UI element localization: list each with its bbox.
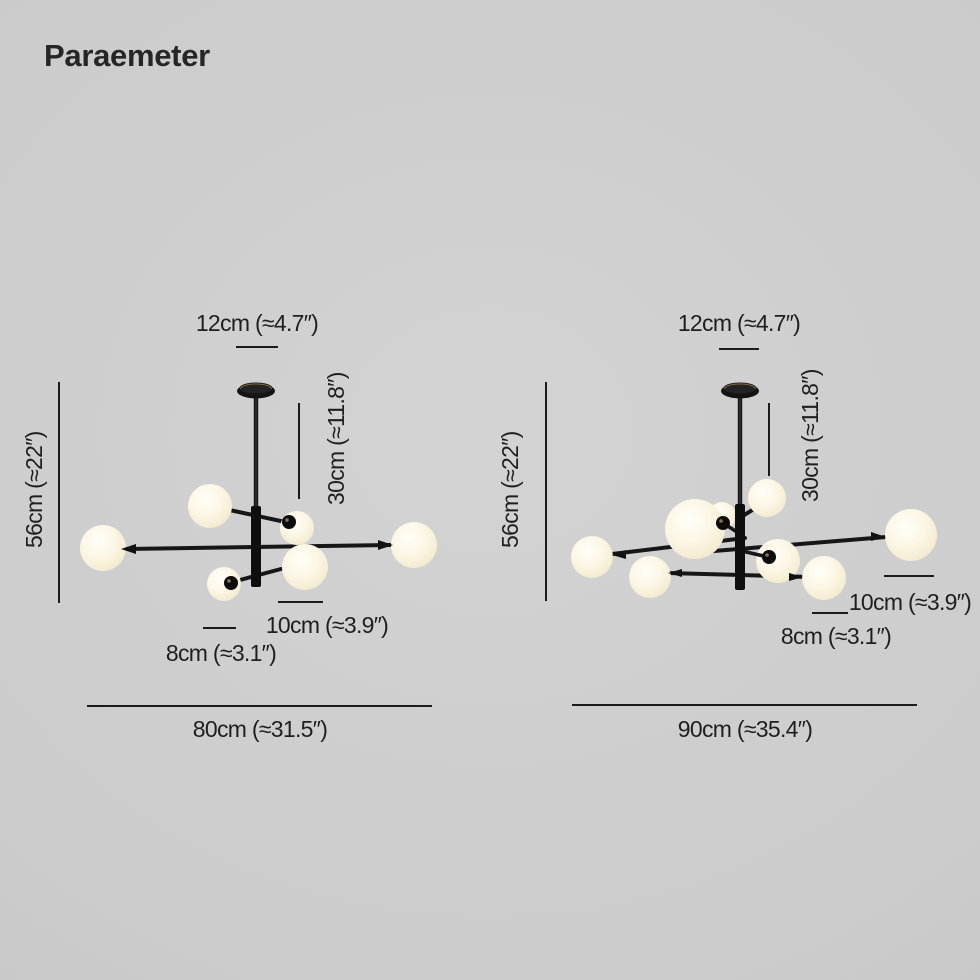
globe: [885, 509, 937, 561]
chandelier-6-light-illustration: [80, 382, 437, 601]
left-canopy-width-tick: [236, 346, 278, 348]
glass-globes: [571, 479, 937, 600]
globe: [188, 484, 232, 528]
cone-connectors: [612, 532, 886, 581]
right-rod-label: 30cm (≈11.8″): [796, 369, 823, 503]
left-width-label: 80cm (≈31.5″): [192, 716, 328, 742]
left-large-globe-tick: [278, 601, 323, 603]
right-height-label: 56cm (≈22″): [496, 431, 523, 549]
left-height-label: 56cm (≈22″): [20, 431, 47, 549]
globe: [748, 479, 786, 517]
globe: [280, 511, 314, 545]
globe: [207, 567, 241, 601]
globe: [282, 544, 328, 590]
right-canopy-width-label: 12cm (≈4.7″): [677, 310, 801, 336]
right-small-globe-tick: [812, 612, 848, 614]
left-small-globe-tick: [203, 627, 236, 629]
left-rod-dimension-line: [298, 403, 300, 499]
right-small-globe-label: 8cm (≈3.1″): [780, 623, 892, 649]
page-title: Paraemeter: [44, 38, 210, 73]
left-rod-label: 30cm (≈11.8″): [322, 372, 349, 506]
stem-and-canopy: [721, 382, 759, 590]
right-width-dimension-line: [572, 704, 917, 706]
left-width-dimension-line: [87, 705, 432, 707]
stem-and-canopy: [237, 382, 275, 587]
globe: [80, 525, 126, 571]
globe: [391, 522, 437, 568]
glass-globes: [80, 484, 437, 601]
chandelier-8-light-illustration: [571, 382, 937, 600]
right-height-dimension-line: [545, 382, 547, 601]
left-large-globe-label: 10cm (≈3.9″): [265, 612, 389, 638]
globe: [665, 499, 725, 559]
right-width-label: 90cm (≈35.4″): [677, 716, 813, 742]
globe: [571, 536, 613, 578]
sockets: [716, 516, 776, 564]
right-large-globe-label: 10cm (≈3.9″): [848, 589, 972, 615]
sockets: [224, 515, 296, 590]
cone-connectors: [121, 540, 393, 554]
globe: [802, 556, 846, 600]
left-small-globe-label: 8cm (≈3.1″): [165, 640, 277, 666]
right-canopy-width-tick: [719, 348, 759, 350]
left-canopy-width-label: 12cm (≈4.7″): [195, 310, 319, 336]
right-rod-dimension-line: [768, 403, 770, 476]
left-height-dimension-line: [58, 382, 60, 603]
globe: [629, 556, 671, 598]
globe: [756, 539, 800, 583]
right-large-globe-tick: [884, 575, 934, 577]
